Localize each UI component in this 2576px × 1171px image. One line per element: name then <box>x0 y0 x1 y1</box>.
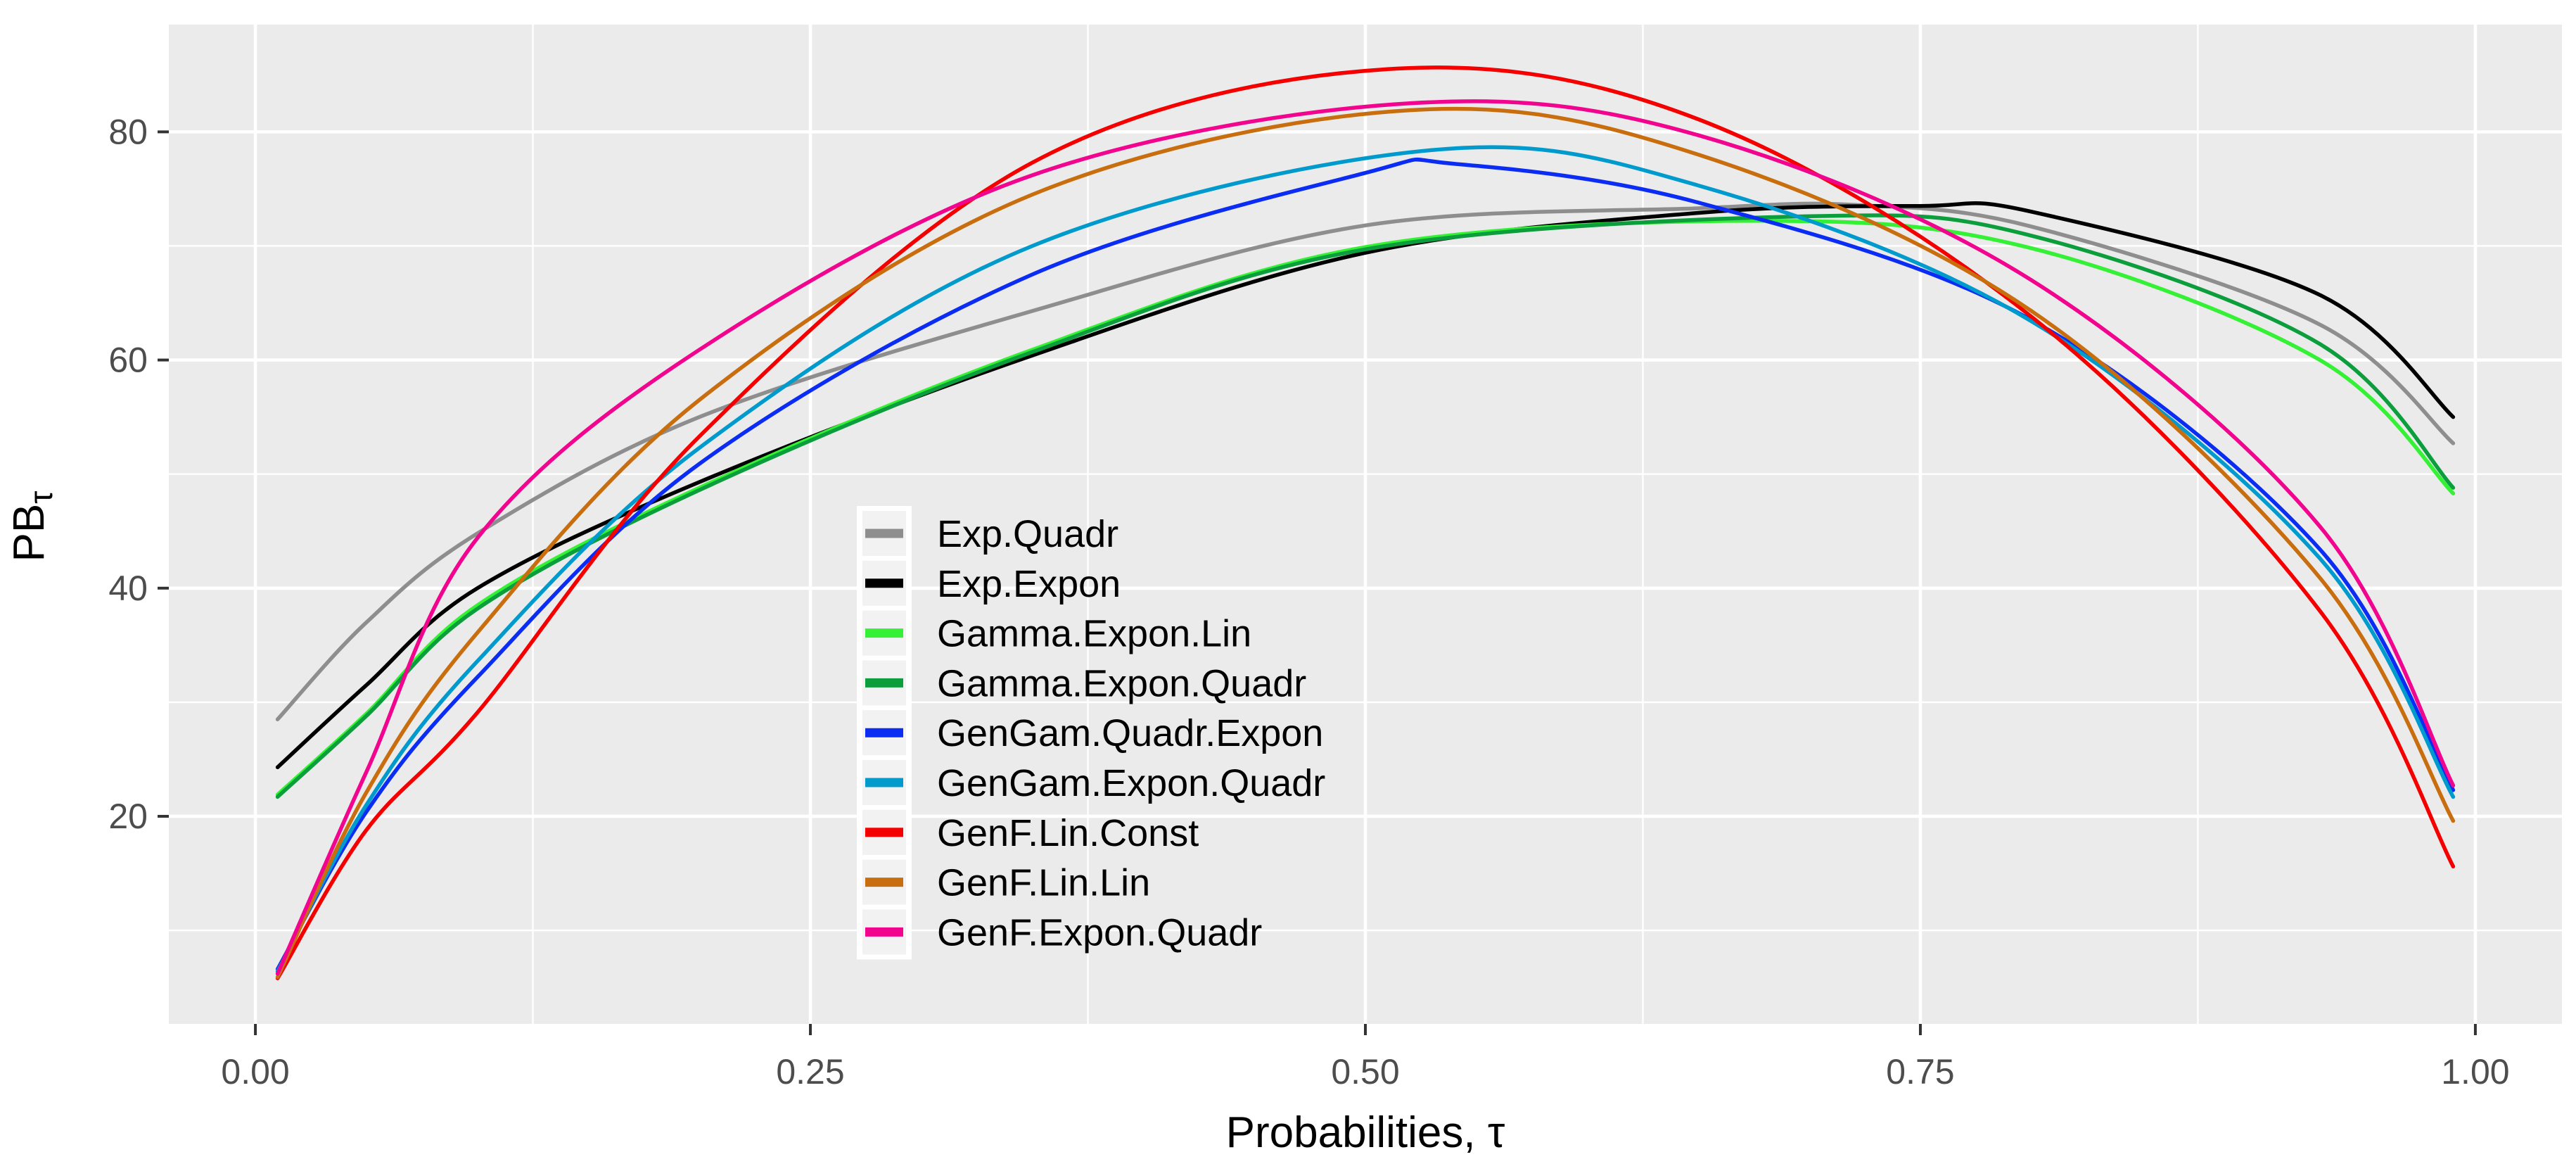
legend-item-genf-lin-lin: GenF.Lin.Lin <box>862 859 1150 905</box>
axis-ticks <box>158 130 2477 1035</box>
legend-label-exp-quadr: Exp.Quadr <box>937 513 1118 555</box>
legend-item-exp-expon: Exp.Expon <box>862 560 1121 606</box>
x-tick-label: 1.00 <box>2441 1052 2509 1091</box>
y-tick-label: 80 <box>108 112 148 151</box>
y-axis-title-subscript: τ <box>23 491 59 504</box>
series-line-exp-expon <box>275 201 2456 770</box>
legend-item-exp-quadr: Exp.Quadr <box>862 511 1118 556</box>
series-line-genf-lin-const <box>275 65 2456 980</box>
legend-label-exp-expon: Exp.Expon <box>937 563 1121 605</box>
legend-label-gengam-quadr-expon: GenGam.Quadr.Expon <box>937 712 1323 754</box>
x-tick-label: 0.75 <box>1886 1052 1954 1091</box>
series-line-genf-lin-lin <box>275 106 2456 980</box>
y-axis-title: PBτ <box>5 491 59 562</box>
legend: Exp.Quadr Exp.Expon Gamma.Expon.Lin Gamma.E… <box>857 506 1325 960</box>
legend-label-genf-expon-quadr: GenF.Expon.Quadr <box>937 911 1262 954</box>
series-line-gengam-expon-quadr <box>275 145 2456 974</box>
legend-label-gamma-expon-lin: Gamma.Expon.Lin <box>937 613 1251 655</box>
legend-item-gamma-expon-quadr: Gamma.Expon.Quadr <box>862 660 1306 706</box>
legend-item-gamma-expon-lin: Gamma.Expon.Lin <box>862 610 1251 656</box>
legend-label-gengam-expon-quadr: GenGam.Expon.Quadr <box>937 762 1325 804</box>
legend-label-genf-lin-lin: GenF.Lin.Lin <box>937 862 1150 904</box>
legend-label-gamma-expon-quadr: Gamma.Expon.Quadr <box>937 662 1306 704</box>
legend-item-genf-lin-const: GenF.Lin.Const <box>862 809 1199 855</box>
legend-item-genf-expon-quadr: GenF.Expon.Quadr <box>862 909 1262 955</box>
y-tick-label: 60 <box>108 341 148 380</box>
series-line-gamma-expon-quadr <box>275 213 2456 799</box>
legend-label-genf-lin-const: GenF.Lin.Const <box>937 812 1199 854</box>
y-axis-title-main: PB <box>5 504 53 562</box>
x-tick-label: 0.00 <box>221 1052 289 1091</box>
series-line-gengam-quadr-expon <box>275 157 2456 971</box>
legend-item-gengam-expon-quadr: GenGam.Expon.Quadr <box>862 760 1325 805</box>
y-tick-label: 40 <box>108 569 148 608</box>
x-tick-label: 0.25 <box>776 1052 844 1091</box>
series-lines <box>275 65 2456 980</box>
legend-item-gengam-quadr-expon: GenGam.Quadr.Expon <box>862 710 1323 756</box>
x-tick-label: 0.50 <box>1331 1052 1399 1091</box>
gridlines-major <box>169 25 2562 1024</box>
series-line-genf-expon-quadr <box>275 99 2456 976</box>
x-axis-tick-labels: 0.00 0.25 0.50 0.75 1.00 <box>221 1052 2509 1091</box>
y-axis-tick-labels: 20 40 60 80 <box>108 112 148 836</box>
y-tick-label: 20 <box>108 797 148 836</box>
x-axis-title: Probabilities, τ <box>1226 1108 1505 1157</box>
